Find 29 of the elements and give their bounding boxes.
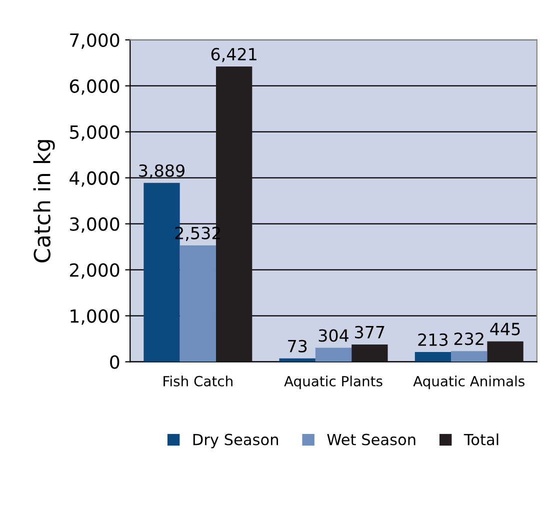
x-tick-label: Aquatic Plants xyxy=(284,376,382,390)
bar xyxy=(414,352,452,362)
legend-label: Dry Season xyxy=(193,434,278,448)
data-label: 6,421 xyxy=(211,48,256,62)
data-label: 73 xyxy=(288,340,307,352)
y-axis-title: Catch in kg xyxy=(33,140,55,262)
y-tick-label: 2,000 xyxy=(70,263,120,279)
data-label: 304 xyxy=(318,329,348,342)
legend-label: Wet Season xyxy=(327,434,416,446)
data-label: 445 xyxy=(490,322,520,336)
y-tick-label: 3,000 xyxy=(70,217,120,233)
y-tick-label: 7,000 xyxy=(70,33,120,49)
y-tick-label: 5,000 xyxy=(70,125,120,141)
data-label: 232 xyxy=(454,332,484,346)
data-label: 213 xyxy=(418,333,448,346)
bar xyxy=(180,245,216,362)
data-label: 3,889 xyxy=(139,164,184,179)
y-tick-label: 0 xyxy=(110,355,120,369)
y-tick-label: 4,000 xyxy=(70,171,120,187)
bar xyxy=(352,344,388,362)
data-label: 377 xyxy=(355,326,384,338)
bar xyxy=(487,341,524,362)
x-tick-label: Fish Catch xyxy=(164,376,232,386)
bar xyxy=(451,351,488,362)
bar xyxy=(315,348,352,362)
y-tick-label: 1,000 xyxy=(70,309,120,325)
y-tick-label: 6,000 xyxy=(70,79,120,95)
legend-label: Total xyxy=(464,433,498,446)
x-tick-label: Aquatic Animals xyxy=(413,376,524,390)
